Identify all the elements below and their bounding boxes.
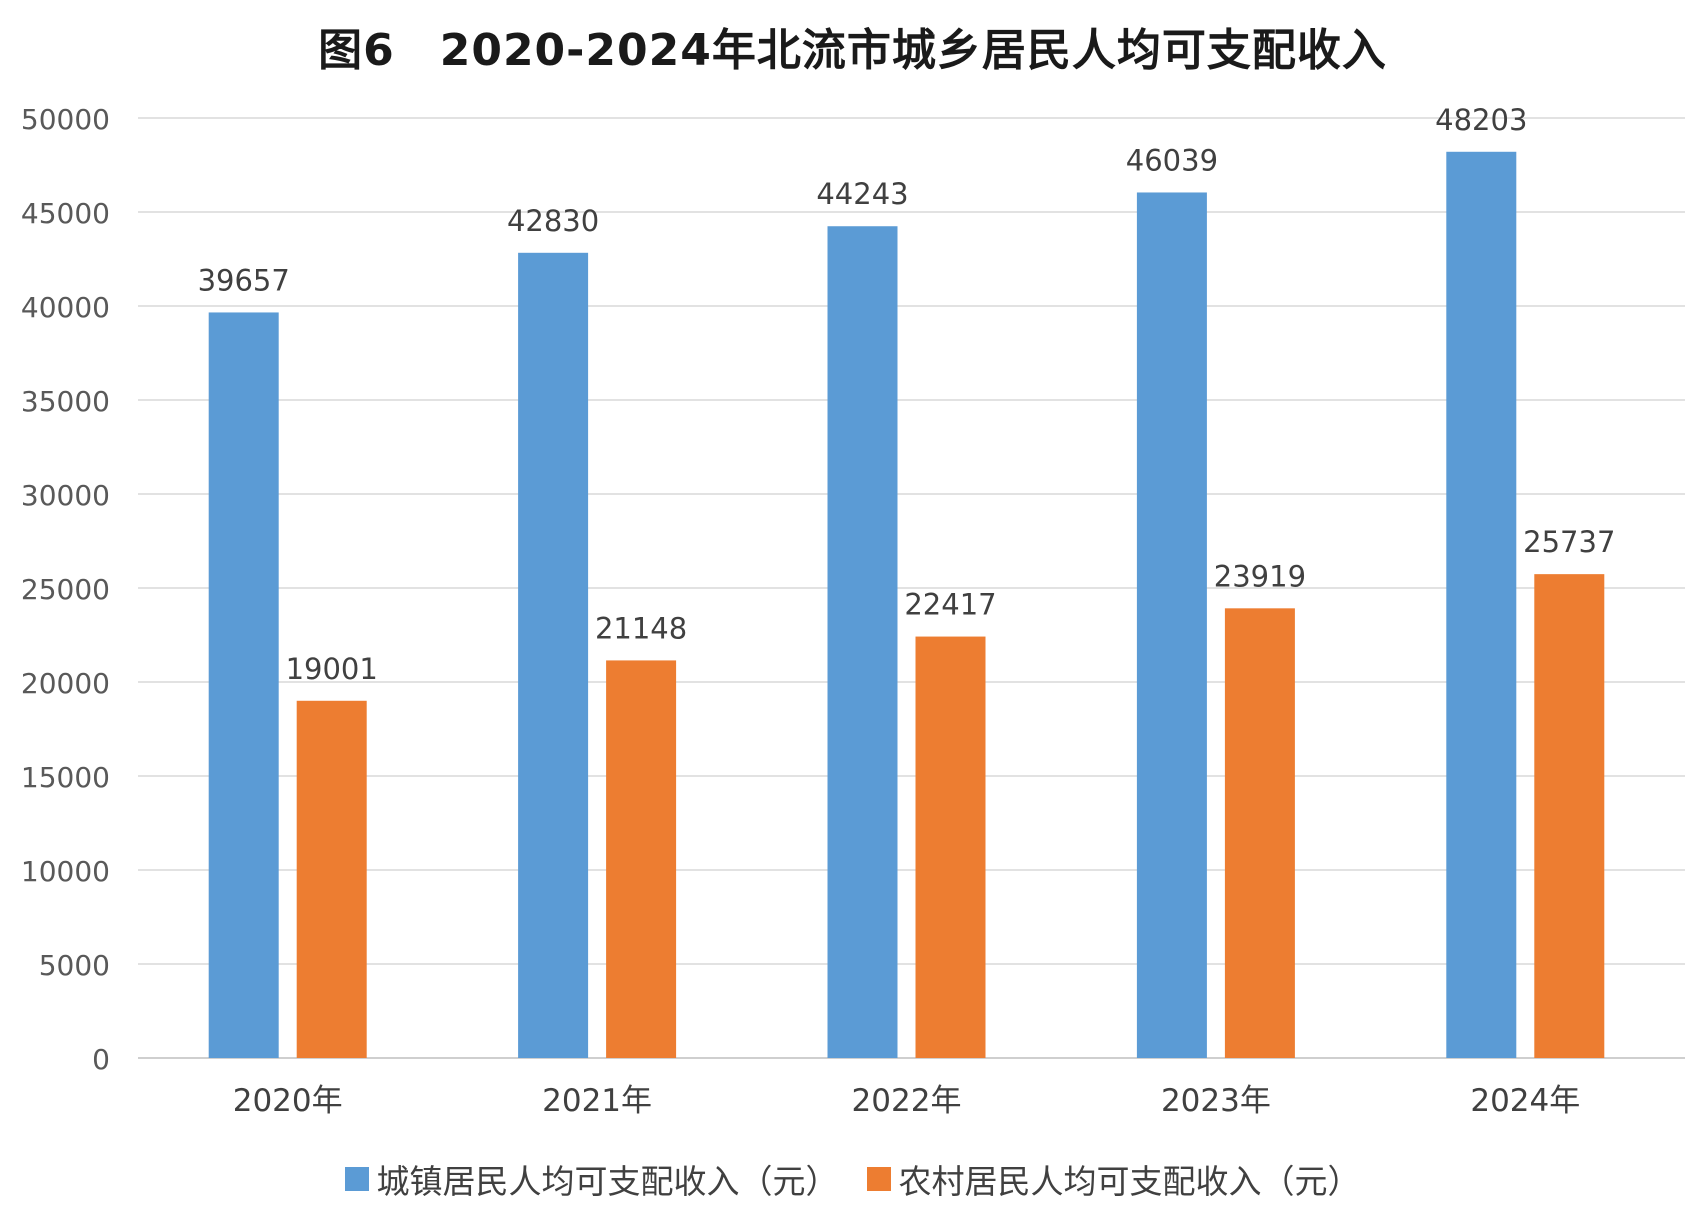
data-label: 44243 <box>816 177 908 211</box>
bar <box>518 252 589 1058</box>
data-label: 21148 <box>595 611 687 645</box>
data-label: 39657 <box>198 263 290 297</box>
bar <box>1446 151 1517 1059</box>
data-label: 46039 <box>1126 143 1218 177</box>
chart-title: 图6 2020-2024年北流市城乡居民人均可支配收入 <box>318 25 1387 76</box>
legend-item-urban: 城镇居民人均可支配收入（元） <box>344 1155 839 1203</box>
data-label: 25737 <box>1523 525 1615 559</box>
data-label: 23919 <box>1214 559 1306 593</box>
bar <box>827 226 898 1059</box>
y-tick-label: 35000 <box>21 385 110 418</box>
bar <box>208 312 279 1059</box>
data-labels: 39657 19001 42830 21148 44243 22417 46039 23919… <box>198 103 1616 686</box>
y-tick-label: 5000 <box>39 949 110 982</box>
bar <box>1534 574 1605 1058</box>
x-tick-label: 2020年 <box>233 1083 343 1119</box>
y-tick-label: 30000 <box>21 479 110 512</box>
data-label: 48203 <box>1435 103 1527 137</box>
x-tick-label: 2021年 <box>542 1083 652 1119</box>
bar <box>1136 192 1207 1058</box>
bar <box>1224 608 1295 1058</box>
y-tick-label: 15000 <box>21 761 110 794</box>
x-tick-label: 2023年 <box>1161 1083 1271 1119</box>
data-label: 22417 <box>904 588 996 622</box>
y-tick-label: 40000 <box>21 291 110 324</box>
gridlines <box>138 117 1685 965</box>
legend: 城镇居民人均可支配收入（元） 农村居民人均可支配收入（元） <box>0 1155 1705 1203</box>
x-tick-label: 2024年 <box>1470 1083 1580 1119</box>
legend-swatch-urban <box>344 1167 369 1191</box>
bar <box>606 660 677 1058</box>
data-label: 42830 <box>507 204 599 238</box>
bars <box>208 151 1605 1059</box>
x-tick-label: 2022年 <box>852 1083 962 1119</box>
y-tick-label: 25000 <box>21 573 110 606</box>
axes: 0 5000 10000 15000 20000 25000 30000 35000 40000… <box>21 103 1685 1119</box>
y-tick-label: 20000 <box>21 667 110 700</box>
bar <box>296 700 367 1058</box>
legend-swatch-rural <box>866 1167 891 1191</box>
y-tick-label: 45000 <box>21 197 110 230</box>
legend-label-urban: 城镇居民人均可支配收入（元） <box>376 1162 839 1201</box>
legend-label-rural: 农村居民人均可支配收入（元） <box>898 1162 1361 1201</box>
legend-item-rural: 农村居民人均可支配收入（元） <box>866 1155 1361 1203</box>
y-tick-label: 50000 <box>21 103 110 136</box>
bar <box>915 636 986 1058</box>
y-tick-label: 0 <box>92 1043 110 1076</box>
data-label: 19001 <box>286 652 378 686</box>
y-tick-label: 10000 <box>21 855 110 888</box>
